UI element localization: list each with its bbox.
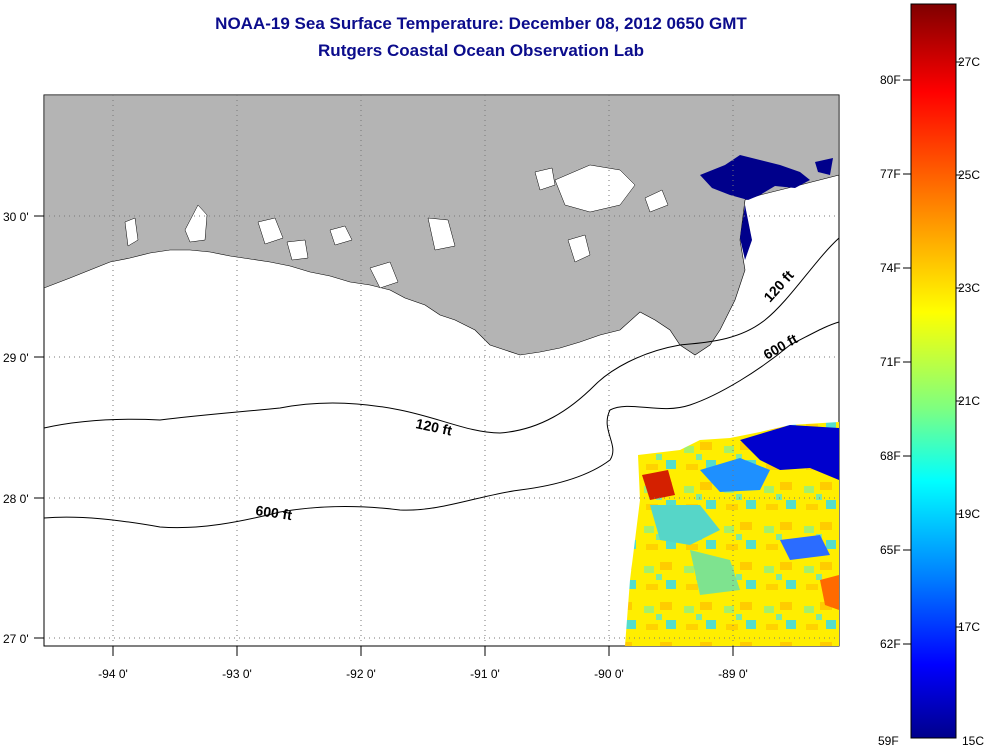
colorbar-f-label: 62F xyxy=(880,637,901,651)
x-tick-label: -90 0' xyxy=(594,667,624,681)
colorbar-c-label: 19C xyxy=(958,507,980,521)
x-tick-label: -94 0' xyxy=(98,667,128,681)
lakes xyxy=(124,164,669,289)
colorbar-c-label: 21C xyxy=(958,394,980,408)
sst-swath-features xyxy=(642,425,839,610)
y-tick-label: 30 0' xyxy=(3,210,29,224)
colorbar-c-label: 15C xyxy=(962,734,984,748)
sst-swath xyxy=(625,422,839,646)
x-tick-label: -91 0' xyxy=(470,667,500,681)
colorbar-c-label: 25C xyxy=(958,168,980,182)
axis-ticks xyxy=(34,215,734,656)
y-tick-label: 29 0' xyxy=(3,351,29,365)
colorbar-f-label: 77F xyxy=(880,167,901,181)
colorbar-f-label: 74F xyxy=(880,261,901,275)
colorbar-c-label: 27C xyxy=(958,55,980,69)
x-tick-label: -89 0' xyxy=(718,667,748,681)
colorbar-f-label: 59F xyxy=(878,734,899,748)
grid-lines xyxy=(44,95,839,646)
colorbar-ticks xyxy=(903,61,962,645)
map-subtitle: Rutgers Coastal Ocean Observation Lab xyxy=(318,41,644,60)
x-tick-label: -92 0' xyxy=(346,667,376,681)
colorbar-f-label: 71F xyxy=(880,355,901,369)
colorbar-f-label: 65F xyxy=(880,543,901,557)
colorbar-f-label: 80F xyxy=(880,73,901,87)
y-tick-label: 27 0' xyxy=(3,632,29,646)
colorbar xyxy=(910,3,957,739)
colorbar-c-label: 23C xyxy=(958,281,980,295)
contour-label-120-west: 120 ft xyxy=(414,415,453,438)
y-tick-label: 28 0' xyxy=(3,492,29,506)
contour-label-600-west: 600 ft xyxy=(255,502,294,523)
colorbar-c-label: 17C xyxy=(958,620,980,634)
x-tick-label: -93 0' xyxy=(222,667,252,681)
map-title: NOAA-19 Sea Surface Temperature: Decembe… xyxy=(215,14,747,33)
colorbar-f-label: 68F xyxy=(880,449,901,463)
cold-sst-patches xyxy=(700,155,833,260)
bathymetry-contours xyxy=(43,237,840,529)
